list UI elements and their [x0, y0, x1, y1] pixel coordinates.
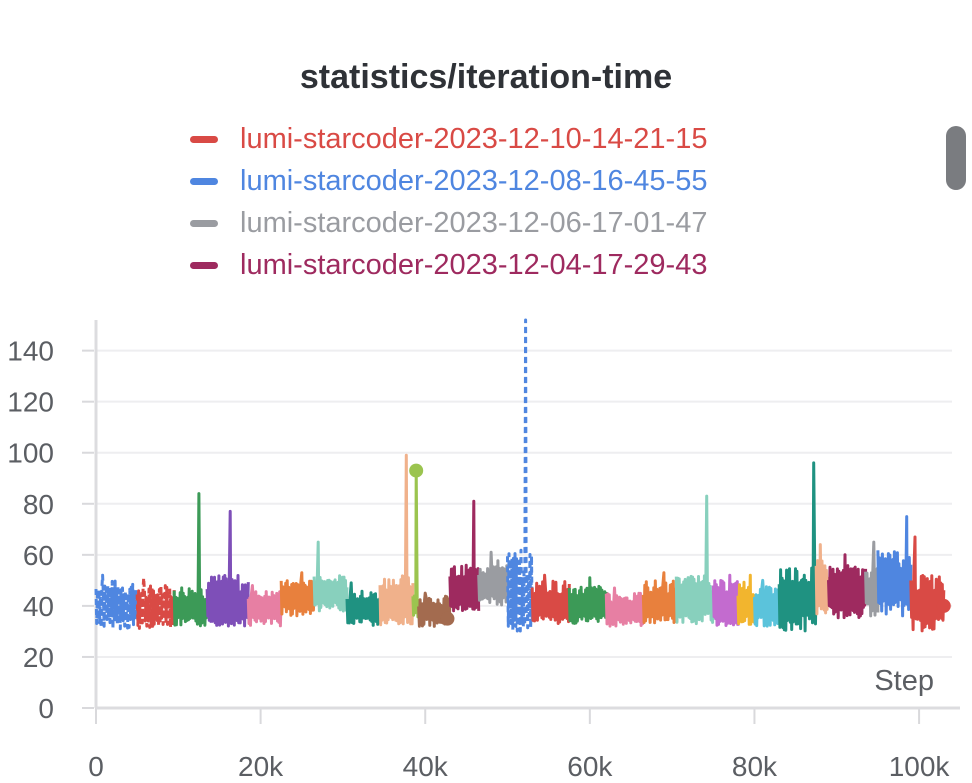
chart-axes	[82, 320, 960, 724]
legend-swatch	[190, 135, 218, 143]
series-line	[135, 576, 176, 630]
y-tick-label: 120	[7, 387, 54, 418]
y-tick-label: 0	[38, 693, 54, 724]
x-tick-label: 20k	[238, 751, 284, 782]
series-line	[909, 535, 946, 633]
series-line	[205, 509, 250, 628]
x-tick-label: 60k	[567, 751, 613, 782]
series-line	[506, 318, 534, 633]
series-end-marker	[409, 463, 424, 478]
y-tick-label: 100	[7, 438, 54, 469]
legend-item[interactable]: lumi-starcoder-2023-12-08-16-45-55	[190, 160, 707, 202]
y-tick-label: 140	[7, 336, 54, 367]
legend-swatch	[190, 177, 218, 185]
x-tick-label: 100k	[889, 751, 951, 782]
series-line	[172, 492, 209, 628]
series-line	[94, 573, 139, 631]
series-line	[753, 578, 781, 628]
y-tick-label: 40	[23, 591, 54, 622]
legend-swatch	[190, 219, 218, 227]
legend-label: lumi-starcoder-2023-12-10-14-21-15	[240, 122, 708, 155]
series-line	[777, 461, 818, 633]
tick-labels: 0 20 40 60 80 100 120 140 0 20k 40k 60k 80k 100k Step	[7, 336, 950, 782]
series-line	[312, 540, 349, 613]
x-tick-label: 40k	[403, 751, 449, 782]
series-line	[567, 576, 608, 625]
chart-series	[94, 318, 946, 633]
series-line	[279, 571, 316, 618]
series-line	[411, 469, 421, 619]
legend-label: lumi-starcoder-2023-12-04-17-29-43	[240, 248, 708, 281]
legend-swatch	[190, 261, 218, 269]
series-line	[674, 494, 715, 626]
y-tick-label: 80	[23, 489, 54, 520]
series-end-marker	[440, 611, 455, 626]
series-line	[604, 586, 645, 628]
y-tick-label: 60	[23, 540, 54, 571]
legend-label: lumi-starcoder-2023-12-06-17-01-47	[240, 206, 708, 239]
series-end-marker	[936, 598, 951, 613]
legend-scrollbar-thumb[interactable]	[946, 126, 966, 190]
series-line	[864, 540, 880, 618]
series-line	[876, 515, 913, 618]
legend-item[interactable]: lumi-starcoder-2023-12-06-17-01-47	[190, 202, 707, 244]
chart-legend: lumi-starcoder-2023-12-10-14-21-15 lumi-s…	[190, 118, 707, 286]
legend-label: lumi-starcoder-2023-12-08-16-45-55	[240, 164, 708, 197]
chart-title: statistics/iteration-time	[299, 58, 673, 96]
x-tick-label: 80k	[732, 751, 778, 782]
y-tick-label: 20	[23, 642, 54, 673]
legend-item[interactable]: lumi-starcoder-2023-12-10-14-21-15	[190, 118, 707, 160]
legend-item[interactable]: lumi-starcoder-2023-12-04-17-29-43	[190, 244, 707, 286]
series-line	[448, 499, 481, 613]
series-line	[827, 553, 868, 620]
chart-markers	[409, 463, 951, 626]
series-line	[711, 573, 740, 627]
series-line	[378, 453, 415, 627]
grid-lines	[96, 349, 952, 658]
series-line	[814, 543, 830, 616]
series-line	[530, 573, 571, 625]
series-line	[736, 573, 756, 626]
series-line	[246, 584, 283, 628]
series-line	[641, 571, 678, 625]
series-line	[345, 581, 382, 627]
x-axis-label: Step	[874, 665, 934, 697]
series-line	[477, 550, 509, 607]
x-tick-label: 0	[88, 751, 104, 782]
